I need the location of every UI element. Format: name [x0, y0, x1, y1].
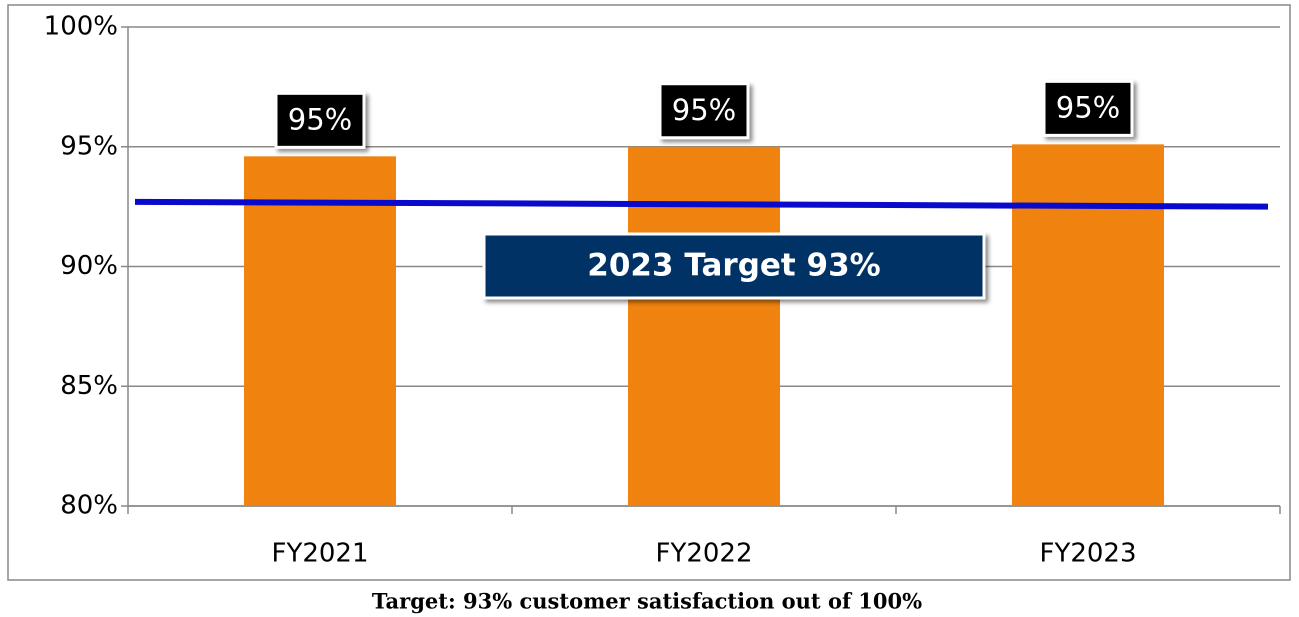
x-tick-label: FY2023 [1039, 539, 1136, 569]
value-label-box [658, 82, 750, 140]
caption: Target: 93% customer satisfaction out of… [372, 589, 922, 614]
value-label-box [274, 91, 366, 149]
y-tick-label: 100% [44, 12, 118, 42]
value-label-group: 95% [658, 82, 750, 140]
bar [1012, 144, 1164, 507]
bar [628, 146, 780, 506]
annotation: 2023 Target 93% [587, 248, 880, 284]
y-tick-label: 90% [60, 251, 118, 281]
annotation-group: 2023 Target 93% [482, 232, 986, 300]
value-label-box [1042, 79, 1134, 137]
x-tick-label: FY2021 [271, 539, 368, 569]
value-label-group: 95% [274, 91, 366, 149]
target-line [134, 198, 1269, 210]
annotation-box [482, 232, 986, 300]
y-tick-label: 85% [60, 371, 118, 401]
y-tick-label: 95% [60, 131, 118, 161]
y-tick-label: 80% [60, 491, 118, 521]
x-tick-label: FY2022 [655, 539, 752, 569]
value-label: 95% [672, 93, 736, 127]
value-label-group: 95% [1042, 79, 1134, 137]
bar [244, 156, 396, 506]
value-label: 95% [1056, 90, 1120, 124]
value-label: 95% [288, 102, 352, 136]
